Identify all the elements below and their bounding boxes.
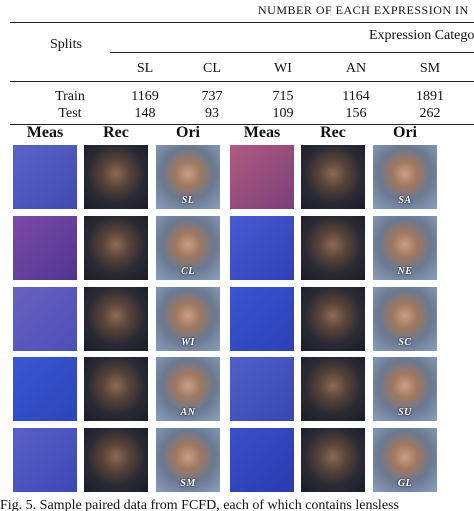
reconstruction-image	[301, 287, 365, 351]
group-header: Expression Catego	[369, 28, 474, 43]
column-header: Rec	[103, 124, 129, 141]
cell: 148	[134, 106, 156, 121]
measurement-image	[230, 145, 294, 209]
cell: 93	[205, 106, 219, 121]
rule	[10, 22, 474, 23]
reconstruction-image	[301, 216, 365, 280]
reconstruction-image	[84, 145, 148, 209]
column-header: SL	[136, 61, 154, 76]
expression-label: GL	[397, 478, 413, 489]
expression-label: SL	[181, 195, 195, 206]
cell: 262	[419, 106, 441, 121]
column-header: Rec	[320, 124, 346, 141]
measurement-image	[230, 428, 294, 492]
original-image: CL	[156, 216, 220, 280]
expression-label: SU	[398, 407, 412, 418]
original-image: SU	[373, 357, 437, 421]
cell: 109	[272, 106, 294, 121]
original-image: SA	[373, 145, 437, 209]
expression-label: SC	[398, 337, 412, 348]
measurement-image	[13, 428, 77, 492]
measurement-image	[13, 216, 77, 280]
column-header: SM	[419, 61, 441, 76]
splits-header: Splits	[50, 37, 82, 52]
original-image: GL	[373, 428, 437, 492]
expression-label: WI	[181, 337, 195, 348]
reconstruction-image	[301, 145, 365, 209]
original-image: AN	[156, 357, 220, 421]
column-header: Ori	[176, 124, 200, 141]
column-header: WI	[274, 61, 292, 76]
original-image: NE	[373, 216, 437, 280]
cell: 156	[345, 106, 367, 121]
row-header: Train	[55, 89, 85, 104]
reconstruction-image	[84, 216, 148, 280]
measurement-image	[13, 287, 77, 351]
original-image: SC	[373, 287, 437, 351]
column-header: CL	[203, 61, 221, 76]
figure-caption: Fig. 5. Sample paired data from FCFD, ea…	[0, 498, 399, 511]
reconstruction-image	[84, 287, 148, 351]
table-caption: NUMBER OF EACH EXPRESSION IN	[258, 3, 469, 17]
measurement-image	[230, 287, 294, 351]
reconstruction-image	[301, 428, 365, 492]
row-header: Test	[58, 106, 82, 121]
cell: 715	[272, 89, 294, 104]
expression-label: NE	[397, 266, 413, 277]
measurement-image	[230, 357, 294, 421]
expression-label: CL	[181, 266, 195, 277]
column-header: Meas	[26, 124, 64, 141]
column-header: Ori	[393, 124, 417, 141]
measurement-image	[230, 216, 294, 280]
expression-label: SA	[398, 195, 412, 206]
expression-label: AN	[180, 407, 196, 418]
cell: 1891	[416, 89, 444, 104]
rule	[10, 81, 474, 82]
reconstruction-image	[301, 357, 365, 421]
original-image: WI	[156, 287, 220, 351]
cell: 737	[201, 89, 223, 104]
original-image: SL	[156, 145, 220, 209]
rule	[110, 52, 474, 53]
original-image: SM	[156, 428, 220, 492]
cell: 1164	[342, 89, 370, 104]
reconstruction-image	[84, 428, 148, 492]
column-header: Meas	[243, 124, 281, 141]
cell: 1169	[131, 89, 159, 104]
column-header: AN	[345, 61, 367, 76]
measurement-image	[13, 357, 77, 421]
measurement-image	[13, 145, 77, 209]
expression-label: SM	[180, 478, 196, 489]
reconstruction-image	[84, 357, 148, 421]
rule	[10, 124, 474, 125]
